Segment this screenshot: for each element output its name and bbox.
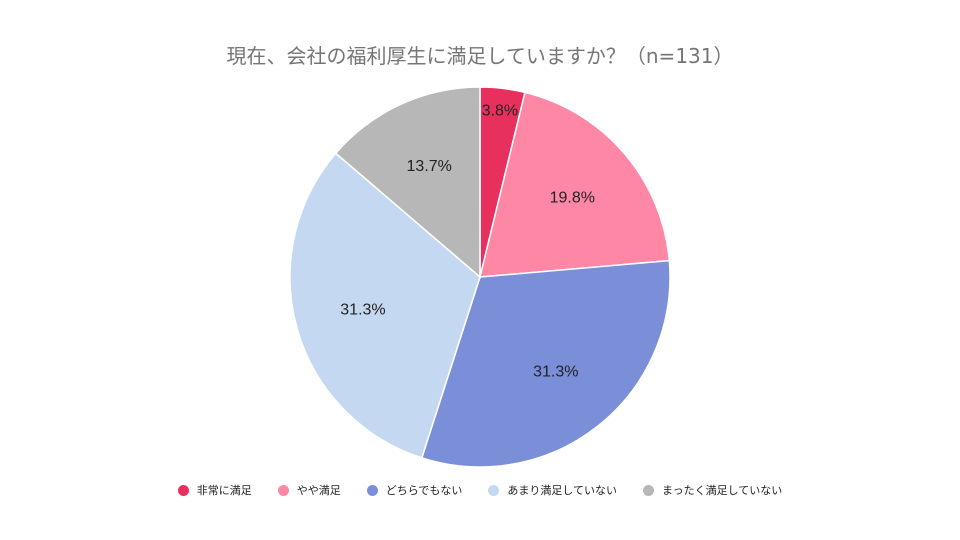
legend-label: どちらでもない (385, 484, 463, 497)
legend-label: やや満足 (296, 484, 341, 497)
legend-item-4: あまり満足していない (488, 482, 617, 498)
legend-item-3: どちらでもない (366, 482, 463, 498)
slice-value-label-1: 3.8% (482, 102, 518, 119)
legend-label: 非常に満足 (196, 484, 252, 497)
slice-value-label-3: 31.3% (533, 364, 578, 381)
legend-swatch-icon (488, 484, 500, 496)
chart-title: 現在、会社の福利厚生に満足していますか？（n=131） (226, 44, 734, 68)
legend-item-2: やや満足 (277, 482, 341, 498)
pie-slice-4 (289, 152, 481, 459)
chart-legend: 非常に満足 やや満足 どちらでもない あまり満足していない まったく満足していない (0, 482, 960, 498)
slice-value-label-2: 19.8% (550, 189, 595, 206)
slice-value-label-4: 31.3% (340, 302, 385, 319)
legend-swatch-icon (366, 484, 378, 496)
slice-value-label-5: 13.7% (407, 158, 452, 175)
legend-item-1: 非常に満足 (177, 482, 252, 498)
pie-slice-3 (420, 259, 671, 468)
legend-label: あまり満足していない (507, 484, 618, 497)
legend-swatch-icon (643, 484, 655, 496)
legend-item-5: まったく満足していない (643, 482, 782, 498)
legend-swatch-icon (277, 484, 289, 496)
pie-slice-5 (334, 86, 481, 279)
pie-slice-2 (479, 91, 671, 278)
legend-swatch-icon (177, 484, 189, 496)
legend-label: まったく満足していない (662, 484, 783, 497)
